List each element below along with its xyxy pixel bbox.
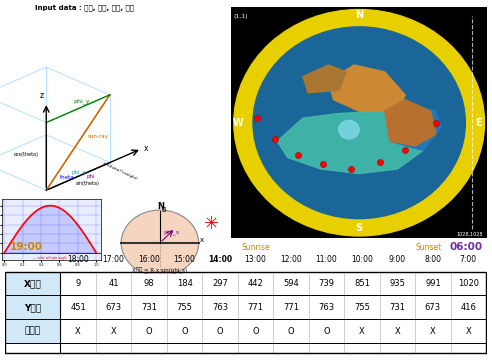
Text: X: X: [359, 327, 365, 336]
Text: phi: phi: [87, 174, 95, 179]
Text: X: X: [430, 327, 436, 336]
Text: cos(theta): cos(theta): [14, 152, 39, 157]
Text: N: N: [158, 203, 165, 212]
Text: 416: 416: [461, 303, 476, 312]
Text: x: x: [200, 237, 204, 243]
Text: S: S: [356, 223, 363, 233]
Text: 41: 41: [108, 279, 119, 288]
Text: 1028,1028: 1028,1028: [457, 232, 483, 237]
Circle shape: [121, 210, 199, 276]
Text: O: O: [181, 327, 188, 336]
Text: 755: 755: [354, 303, 370, 312]
Text: sin(theta)*cos(phi): sin(theta)*cos(phi): [102, 161, 138, 181]
Text: 06:00: 06:00: [449, 242, 482, 252]
Text: ✳: ✳: [204, 215, 219, 233]
Text: 673: 673: [105, 303, 122, 312]
Text: X: X: [75, 327, 81, 336]
Text: 12:00: 12:00: [280, 255, 302, 264]
Circle shape: [239, 14, 479, 231]
Text: 673: 673: [425, 303, 441, 312]
Text: 그림자: 그림자: [25, 327, 41, 336]
Text: (1,1): (1,1): [234, 14, 248, 19]
Circle shape: [253, 27, 465, 219]
Text: 755: 755: [177, 303, 192, 312]
Text: sin(theta): sin(theta): [76, 181, 99, 186]
Text: O: O: [216, 327, 223, 336]
Text: N: N: [355, 10, 363, 20]
Text: 594: 594: [283, 279, 299, 288]
Text: B: B: [162, 206, 166, 213]
Text: 10:00: 10:00: [351, 255, 373, 264]
Text: 991: 991: [425, 279, 441, 288]
Text: X: X: [465, 327, 471, 336]
Text: 18:00: 18:00: [67, 255, 89, 264]
Text: 184: 184: [177, 279, 192, 288]
Circle shape: [234, 9, 485, 236]
Text: 11:00: 11:00: [315, 255, 338, 264]
Text: X: X: [395, 327, 400, 336]
Polygon shape: [385, 100, 436, 146]
Polygon shape: [390, 104, 441, 151]
Polygon shape: [277, 111, 431, 174]
Text: 1020: 1020: [458, 279, 479, 288]
Text: 13:00: 13:00: [245, 255, 267, 264]
Text: Sunrise: Sunrise: [242, 243, 270, 252]
Polygon shape: [329, 65, 405, 111]
Text: phi_y: phi_y: [73, 98, 90, 104]
Bar: [5, 295, 61, 319]
Text: 15:00: 15:00: [174, 255, 195, 264]
Text: 851: 851: [354, 279, 370, 288]
Text: 442: 442: [247, 279, 263, 288]
Text: W: W: [232, 118, 243, 128]
Text: 9:00: 9:00: [389, 255, 406, 264]
Text: X좌표 = R x sin(phi_s): X좌표 = R x sin(phi_s): [132, 268, 187, 274]
Text: 297: 297: [212, 279, 228, 288]
Text: 771: 771: [283, 303, 299, 312]
Text: O: O: [323, 327, 330, 336]
Circle shape: [236, 12, 482, 234]
Text: 731: 731: [141, 303, 157, 312]
Text: O: O: [288, 327, 294, 336]
Text: 763: 763: [212, 303, 228, 312]
Text: 98: 98: [144, 279, 154, 288]
Text: 19:00: 19:00: [10, 242, 43, 252]
Text: E: E: [475, 118, 482, 128]
Text: phi_x: phi_x: [71, 169, 86, 175]
Text: 8:00: 8:00: [425, 255, 441, 264]
Text: 14:00: 14:00: [208, 255, 232, 264]
Text: 17:00: 17:00: [103, 255, 124, 264]
Text: O: O: [146, 327, 153, 336]
Text: 451: 451: [70, 303, 86, 312]
Text: 731: 731: [390, 303, 405, 312]
Text: O: O: [252, 327, 259, 336]
Text: 763: 763: [318, 303, 335, 312]
Text: Y좌표: Y좌표: [24, 303, 41, 312]
Bar: [5, 319, 61, 343]
Text: X좌표: X좌표: [24, 279, 41, 288]
Bar: [5, 271, 61, 295]
Text: --- solar altitude angle: --- solar altitude angle: [33, 256, 67, 260]
Text: 16:00: 16:00: [138, 255, 160, 264]
Text: phi_s: phi_s: [163, 230, 180, 235]
Text: 7:00: 7:00: [460, 255, 477, 264]
Text: 9: 9: [75, 279, 81, 288]
Text: sun-ray: sun-ray: [87, 134, 108, 139]
Text: theta: theta: [60, 175, 75, 180]
Text: 935: 935: [390, 279, 405, 288]
Text: Sunset: Sunset: [415, 243, 442, 252]
Circle shape: [338, 121, 359, 139]
Text: Input data : 날짜, 시간, 위도, 경도: Input data : 날짜, 시간, 위도, 경도: [34, 4, 134, 11]
Bar: [5, 271, 486, 353]
Text: 739: 739: [318, 279, 335, 288]
Polygon shape: [303, 65, 346, 93]
Text: 771: 771: [247, 303, 264, 312]
Text: z: z: [39, 91, 43, 100]
Text: X: X: [111, 327, 117, 336]
Text: x: x: [144, 144, 149, 153]
